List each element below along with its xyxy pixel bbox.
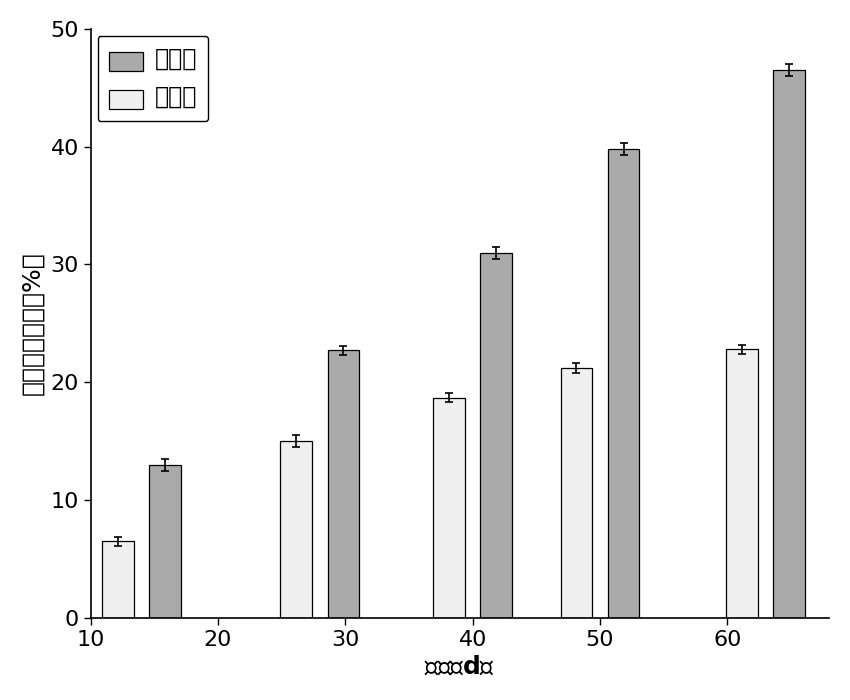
Bar <box>726 349 758 618</box>
Bar <box>774 70 805 618</box>
Bar <box>102 541 134 618</box>
Y-axis label: 六价铬还原率（%）: 六价铬还原率（%） <box>21 251 45 395</box>
X-axis label: 时间（$\mathbf{d}$）: 时间（$\mathbf{d}$） <box>424 655 496 679</box>
Bar <box>327 351 360 618</box>
Bar <box>434 398 465 618</box>
Bar <box>560 368 592 618</box>
Bar <box>150 465 181 618</box>
Bar <box>480 253 513 618</box>
Bar <box>608 149 639 618</box>
Bar <box>280 441 312 618</box>
Legend: 修复组, 对照组: 修复组, 对照组 <box>98 36 208 120</box>
